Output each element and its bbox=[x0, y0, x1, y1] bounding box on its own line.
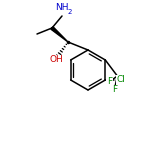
Text: 2: 2 bbox=[67, 9, 72, 14]
Text: F: F bbox=[107, 78, 112, 86]
Text: F: F bbox=[118, 78, 123, 86]
Polygon shape bbox=[51, 27, 68, 42]
Text: F: F bbox=[112, 85, 117, 95]
Text: Cl: Cl bbox=[117, 76, 126, 85]
Text: OH: OH bbox=[49, 55, 63, 64]
Text: NH: NH bbox=[55, 3, 69, 12]
